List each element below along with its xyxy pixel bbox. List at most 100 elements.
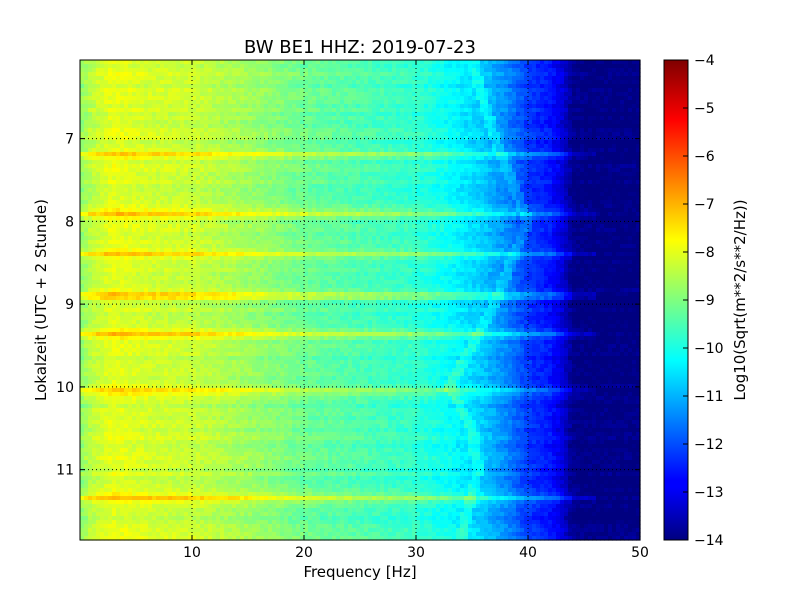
heatmap-cell: [168, 200, 173, 205]
heatmap-cell: [444, 164, 449, 169]
heatmap-cell: [256, 184, 261, 189]
heatmap-cell: [316, 88, 321, 93]
heatmap-cell: [200, 100, 205, 105]
heatmap-cell: [316, 152, 321, 157]
heatmap-cell: [168, 124, 173, 129]
heatmap-cell: [92, 92, 97, 97]
heatmap-cell: [328, 164, 333, 169]
heatmap-cell: [272, 160, 277, 165]
heatmap-cell: [152, 64, 157, 69]
heatmap-cell: [248, 108, 253, 113]
heatmap-cell: [432, 88, 437, 93]
heatmap-cell: [304, 88, 309, 93]
heatmap-cell: [112, 164, 117, 169]
heatmap-cell: [432, 116, 437, 121]
heatmap-cell: [500, 64, 505, 69]
heatmap-cell: [164, 116, 169, 121]
heatmap-cell: [612, 84, 617, 89]
heatmap-cell: [444, 168, 449, 173]
heatmap-cell: [448, 72, 453, 77]
heatmap-cell: [212, 152, 217, 157]
heatmap-cell: [364, 196, 369, 201]
heatmap-cell: [512, 72, 517, 77]
heatmap-cell: [372, 148, 377, 153]
heatmap-cell: [356, 144, 361, 149]
heatmap-cell: [268, 104, 273, 109]
heatmap-cell: [528, 100, 533, 105]
heatmap-cell: [408, 84, 413, 89]
heatmap-cell: [136, 60, 141, 65]
heatmap-cell: [416, 72, 421, 77]
heatmap-cell: [336, 64, 341, 69]
heatmap-cell: [304, 124, 309, 129]
heatmap-cell: [608, 100, 613, 105]
heatmap-cell: [376, 140, 381, 145]
heatmap-cell: [568, 196, 573, 201]
heatmap-cell: [116, 176, 121, 181]
heatmap-cell: [364, 120, 369, 125]
heatmap-cell: [92, 168, 97, 173]
heatmap-cell: [392, 176, 397, 181]
heatmap-cell: [588, 188, 593, 193]
heatmap-cell: [420, 128, 425, 133]
heatmap-cell: [456, 76, 461, 81]
heatmap-cell: [288, 148, 293, 153]
heatmap-cell: [500, 116, 505, 121]
heatmap-cell: [132, 172, 137, 177]
heatmap-cell: [192, 184, 197, 189]
heatmap-cell: [104, 164, 109, 169]
heatmap-cell: [292, 80, 297, 85]
heatmap-cell: [100, 140, 105, 145]
heatmap-cell: [424, 76, 429, 81]
heatmap-cell: [256, 68, 261, 73]
heatmap-cell: [376, 64, 381, 69]
heatmap-cell: [316, 108, 321, 113]
heatmap-cell: [564, 92, 569, 97]
heatmap-cell: [284, 148, 289, 153]
heatmap-cell: [380, 188, 385, 193]
heatmap-cell: [352, 168, 357, 173]
heatmap-cell: [296, 188, 301, 193]
heatmap-cell: [180, 192, 185, 197]
heatmap-cell: [340, 80, 345, 85]
heatmap-cell: [136, 144, 141, 149]
heatmap-cell: [192, 132, 197, 137]
heatmap-cell: [492, 156, 497, 161]
heatmap-cell: [224, 192, 229, 197]
heatmap-cell: [304, 184, 309, 189]
heatmap-cell: [340, 160, 345, 165]
heatmap-cell: [344, 88, 349, 93]
heatmap-cell: [616, 64, 621, 69]
heatmap-cell: [220, 80, 225, 85]
heatmap-cell: [436, 84, 441, 89]
heatmap-cell: [316, 112, 321, 117]
heatmap-cell: [484, 176, 489, 181]
heatmap-cell: [200, 88, 205, 93]
heatmap-cell: [140, 176, 145, 181]
heatmap-cell: [348, 144, 353, 149]
heatmap-cell: [104, 68, 109, 73]
heatmap-cell: [308, 180, 313, 185]
heatmap-cell: [608, 164, 613, 169]
heatmap-cell: [600, 100, 605, 105]
heatmap-cell: [172, 84, 177, 89]
heatmap-cell: [324, 116, 329, 121]
heatmap-cell: [456, 196, 461, 201]
heatmap-cell: [624, 148, 629, 153]
heatmap-cell: [308, 172, 313, 177]
heatmap-cell: [352, 148, 357, 153]
heatmap-cell: [632, 68, 637, 73]
heatmap-cell: [632, 104, 637, 109]
heatmap-cell: [220, 68, 225, 73]
heatmap-cell: [340, 172, 345, 177]
heatmap-cell: [472, 76, 477, 81]
heatmap-cell: [132, 88, 137, 93]
heatmap-cell: [396, 80, 401, 85]
heatmap-cell: [408, 80, 413, 85]
heatmap-cell: [268, 72, 273, 77]
heatmap-cell: [520, 64, 525, 69]
heatmap-cell: [148, 116, 153, 121]
heatmap-cell: [340, 180, 345, 185]
heatmap-cell: [628, 132, 633, 137]
heatmap-cell: [416, 200, 421, 205]
